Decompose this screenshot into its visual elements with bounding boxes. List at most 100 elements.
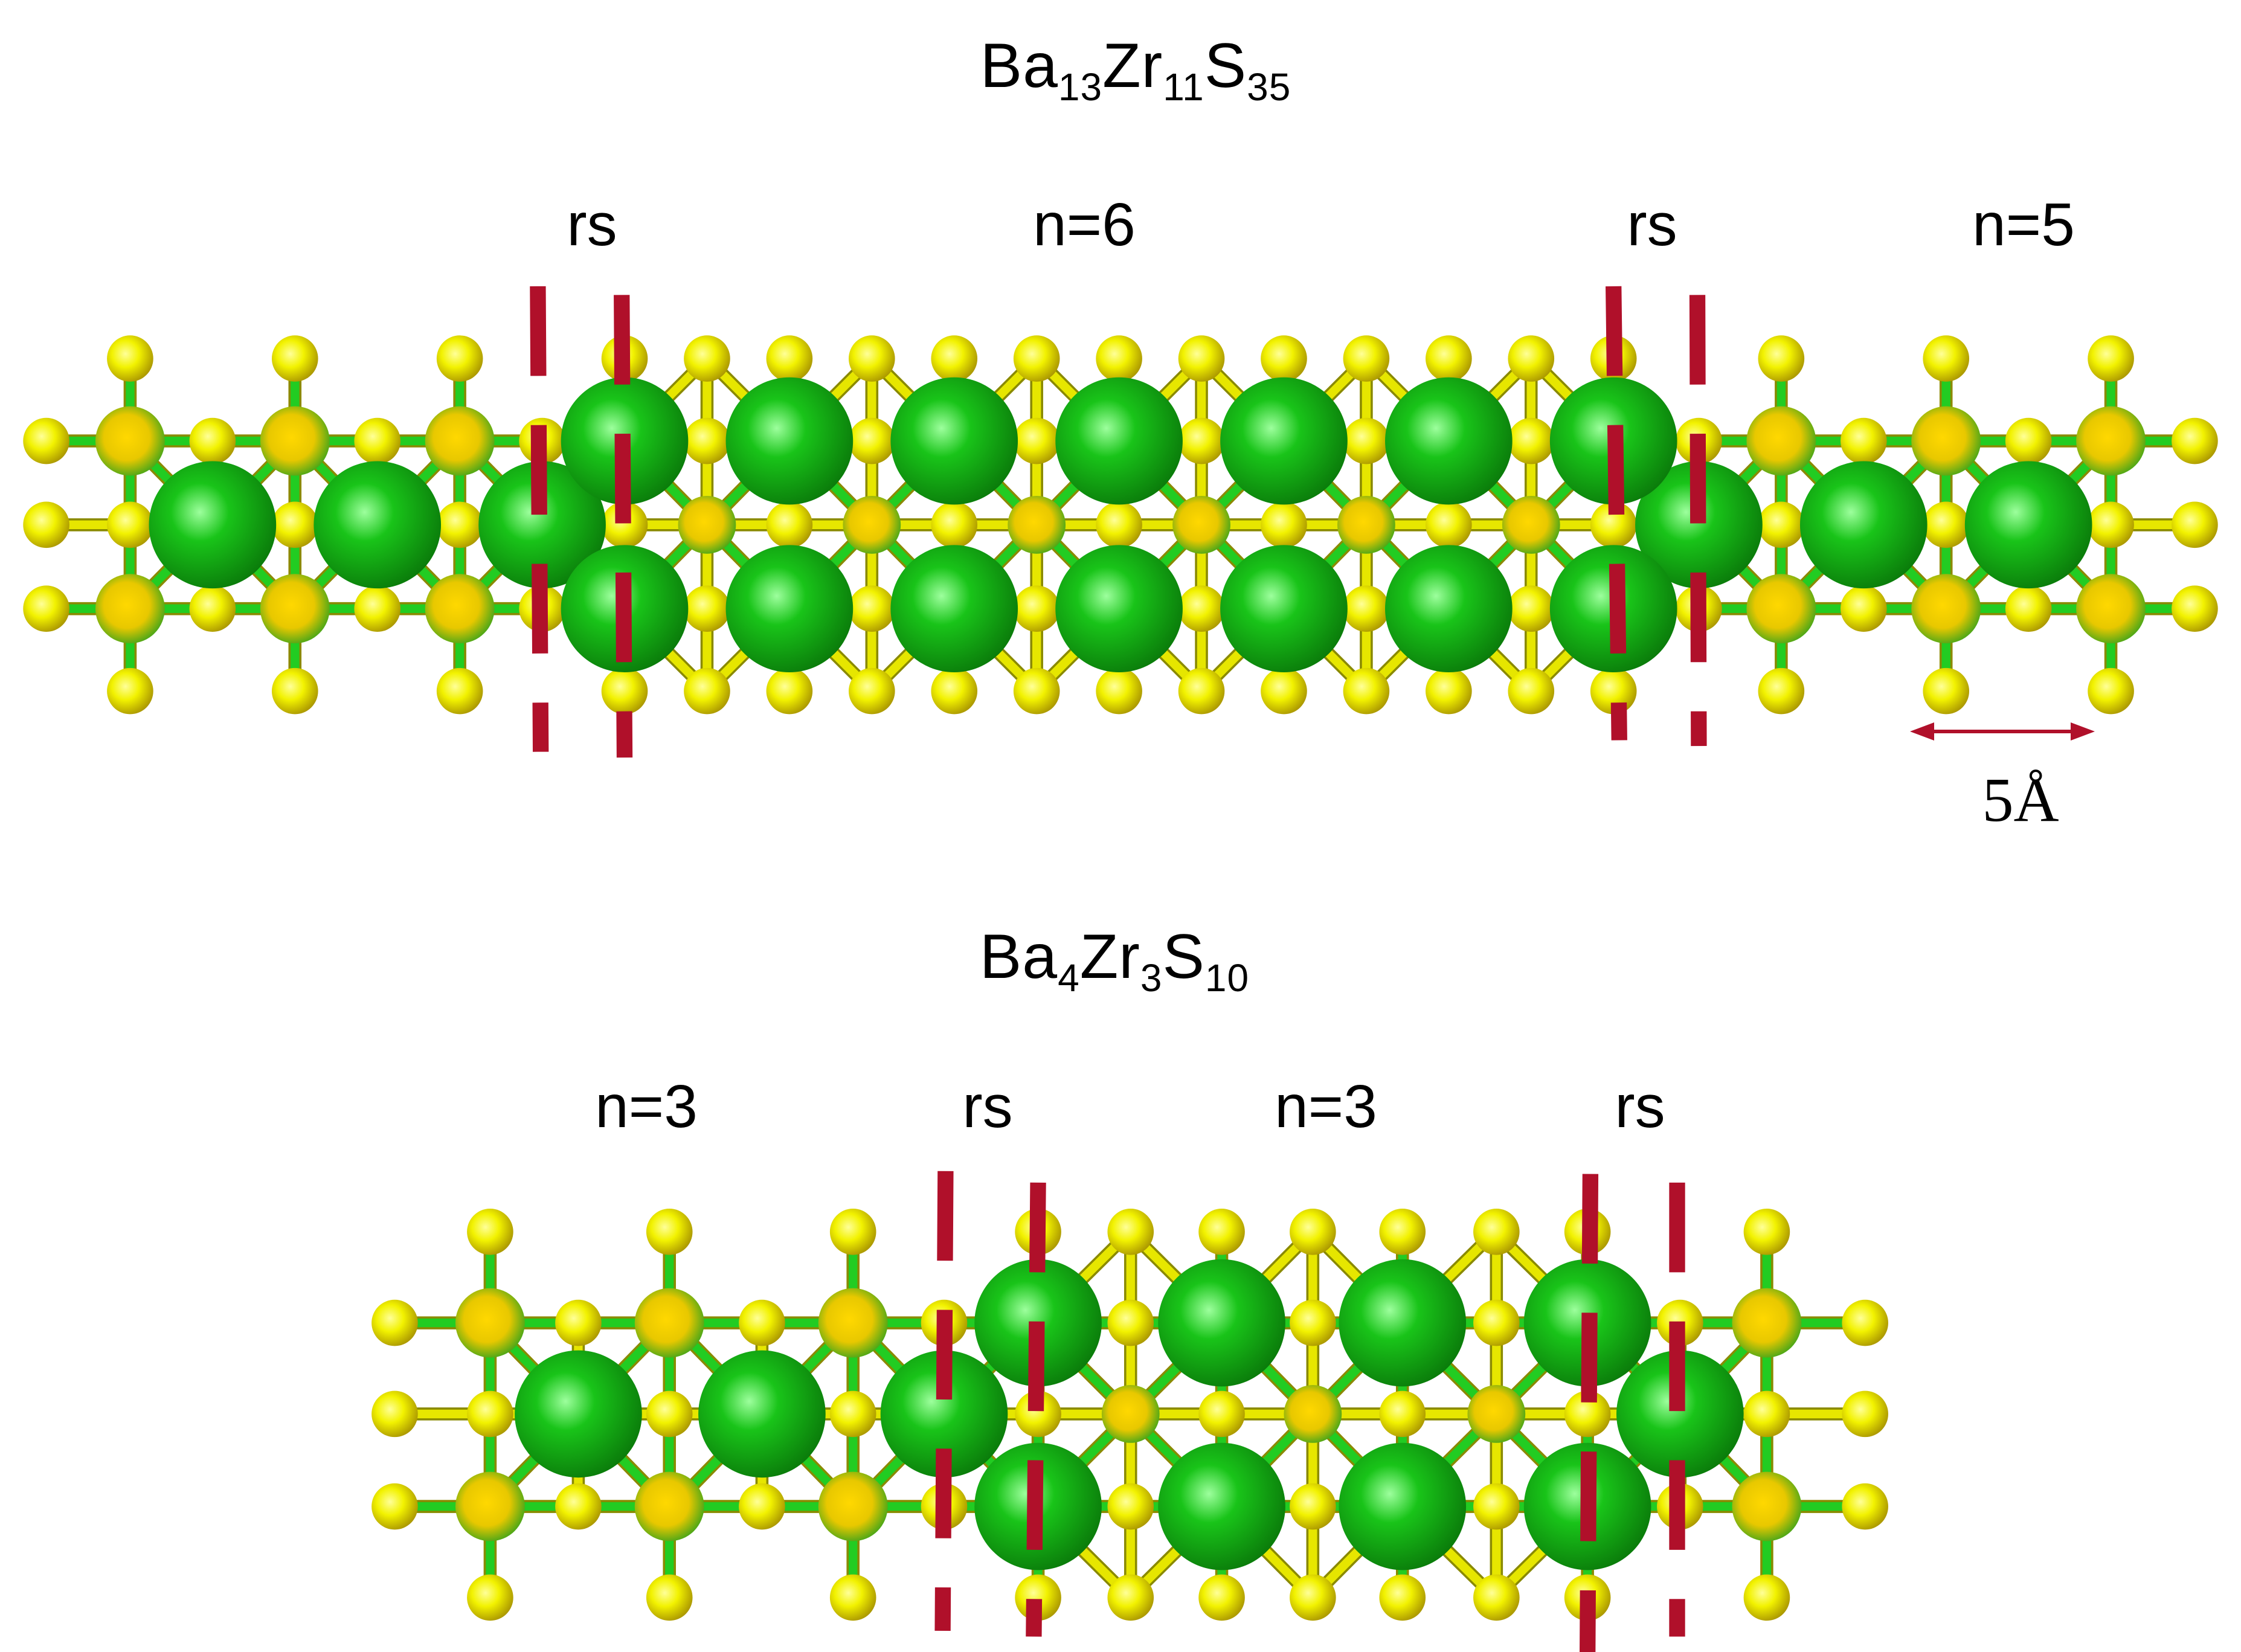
zr-atom bbox=[725, 377, 854, 505]
s-atom bbox=[271, 501, 318, 548]
s-atom bbox=[1473, 1299, 1520, 1346]
zr-atom bbox=[725, 545, 854, 672]
s-atom bbox=[1198, 1209, 1245, 1255]
s-atom bbox=[467, 1390, 513, 1438]
zr-atom bbox=[678, 495, 736, 554]
zr-atom bbox=[260, 406, 330, 476]
scale-bar bbox=[1910, 722, 2095, 741]
zr-atom bbox=[455, 1471, 525, 1541]
zr-atom bbox=[1339, 1442, 1467, 1570]
zr-atom bbox=[478, 461, 606, 589]
s-atom bbox=[1107, 1209, 1154, 1255]
zr-atom bbox=[634, 1471, 704, 1541]
s-atom bbox=[2088, 501, 2134, 548]
s-atom bbox=[1178, 417, 1225, 464]
s-atom bbox=[1096, 335, 1142, 382]
zr-atom bbox=[1616, 1350, 1744, 1478]
s-atom bbox=[1290, 1483, 1336, 1530]
s-atom bbox=[371, 1299, 418, 1346]
s-atom bbox=[684, 335, 730, 382]
s-atom bbox=[271, 667, 318, 715]
s-atom bbox=[1508, 667, 1555, 715]
scale-bar-label: 5Å bbox=[1982, 765, 2059, 835]
zr-atom bbox=[1101, 1385, 1160, 1443]
s-atom bbox=[1096, 501, 1142, 548]
panel-2-region-label: rs bbox=[1615, 1073, 1665, 1140]
zr-atom bbox=[1055, 377, 1183, 505]
s-atom bbox=[849, 417, 895, 464]
zr-atom bbox=[698, 1350, 826, 1478]
s-atom bbox=[1379, 1209, 1426, 1255]
zr-atom bbox=[1158, 1442, 1285, 1570]
s-atom bbox=[1743, 1390, 1790, 1438]
s-atom bbox=[1840, 417, 1887, 464]
panel-1-formula: Ba13Zr11S35 bbox=[980, 31, 1291, 109]
zr-atom bbox=[425, 574, 495, 644]
panel-1-region-label: n=6 bbox=[1033, 191, 1136, 259]
s-atom bbox=[1290, 1299, 1336, 1346]
s-atom bbox=[107, 501, 153, 548]
boundary-dashed-line bbox=[1689, 295, 1707, 747]
s-atom bbox=[189, 417, 236, 464]
panel-2-region-label: n=3 bbox=[595, 1073, 698, 1140]
zr-atom bbox=[1055, 545, 1183, 672]
s-atom bbox=[555, 1483, 602, 1530]
s-atom bbox=[684, 417, 730, 464]
s-atom bbox=[1564, 1390, 1611, 1438]
s-atom bbox=[1426, 335, 1472, 382]
s-atom bbox=[829, 1574, 876, 1621]
s-atom bbox=[931, 335, 978, 382]
s-atom bbox=[436, 335, 483, 382]
s-atom bbox=[1842, 1483, 1888, 1530]
s-atom bbox=[1343, 585, 1390, 632]
s-atom bbox=[1379, 1574, 1426, 1621]
zr-atom bbox=[1964, 461, 2092, 589]
s-atom bbox=[23, 501, 69, 548]
s-atom bbox=[1343, 667, 1390, 715]
s-atom bbox=[1743, 1574, 1790, 1621]
zr-atom bbox=[1385, 377, 1513, 505]
s-atom bbox=[829, 1209, 876, 1255]
zr-atom bbox=[313, 461, 442, 589]
s-atom bbox=[271, 335, 318, 382]
zr-atom bbox=[1172, 495, 1230, 554]
s-atom bbox=[1107, 1299, 1154, 1346]
s-atom bbox=[931, 667, 978, 715]
s-atom bbox=[467, 1574, 513, 1621]
zr-atom bbox=[1502, 495, 1560, 554]
s-atom bbox=[1840, 585, 1887, 632]
scale-arrow-left-head bbox=[1910, 722, 1934, 741]
s-atom bbox=[646, 1209, 693, 1255]
s-atom bbox=[1013, 335, 1060, 382]
s-atom bbox=[2005, 585, 2052, 632]
zr-atom bbox=[149, 461, 277, 589]
boundary-dashed-line bbox=[1580, 1174, 1599, 1652]
s-atom bbox=[1198, 1574, 1245, 1621]
s-atom bbox=[189, 585, 236, 632]
s-atom bbox=[931, 501, 978, 548]
zr-atom bbox=[818, 1471, 888, 1541]
s-atom bbox=[601, 667, 648, 715]
s-atom bbox=[1473, 1483, 1520, 1530]
scale-arrow-right-head bbox=[2071, 722, 2095, 741]
zr-atom bbox=[1337, 495, 1395, 554]
boundary-dashed-line bbox=[614, 295, 633, 758]
zr-atom bbox=[880, 1350, 1008, 1478]
s-atom bbox=[1842, 1390, 1888, 1438]
atoms-layer bbox=[23, 335, 2218, 1621]
s-atom bbox=[1590, 501, 1637, 548]
s-atom bbox=[436, 501, 483, 548]
s-atom bbox=[107, 667, 153, 715]
boundary-dashed-line bbox=[1026, 1182, 1046, 1637]
s-atom bbox=[1473, 1574, 1520, 1621]
s-atom bbox=[1107, 1483, 1154, 1530]
boundary-dashed-line bbox=[934, 1171, 954, 1631]
zr-atom bbox=[634, 1288, 704, 1358]
zr-atom bbox=[1339, 1259, 1467, 1387]
s-atom bbox=[1508, 585, 1555, 632]
s-atom bbox=[1508, 335, 1555, 382]
zr-atom bbox=[2076, 406, 2146, 476]
s-atom bbox=[601, 501, 648, 548]
